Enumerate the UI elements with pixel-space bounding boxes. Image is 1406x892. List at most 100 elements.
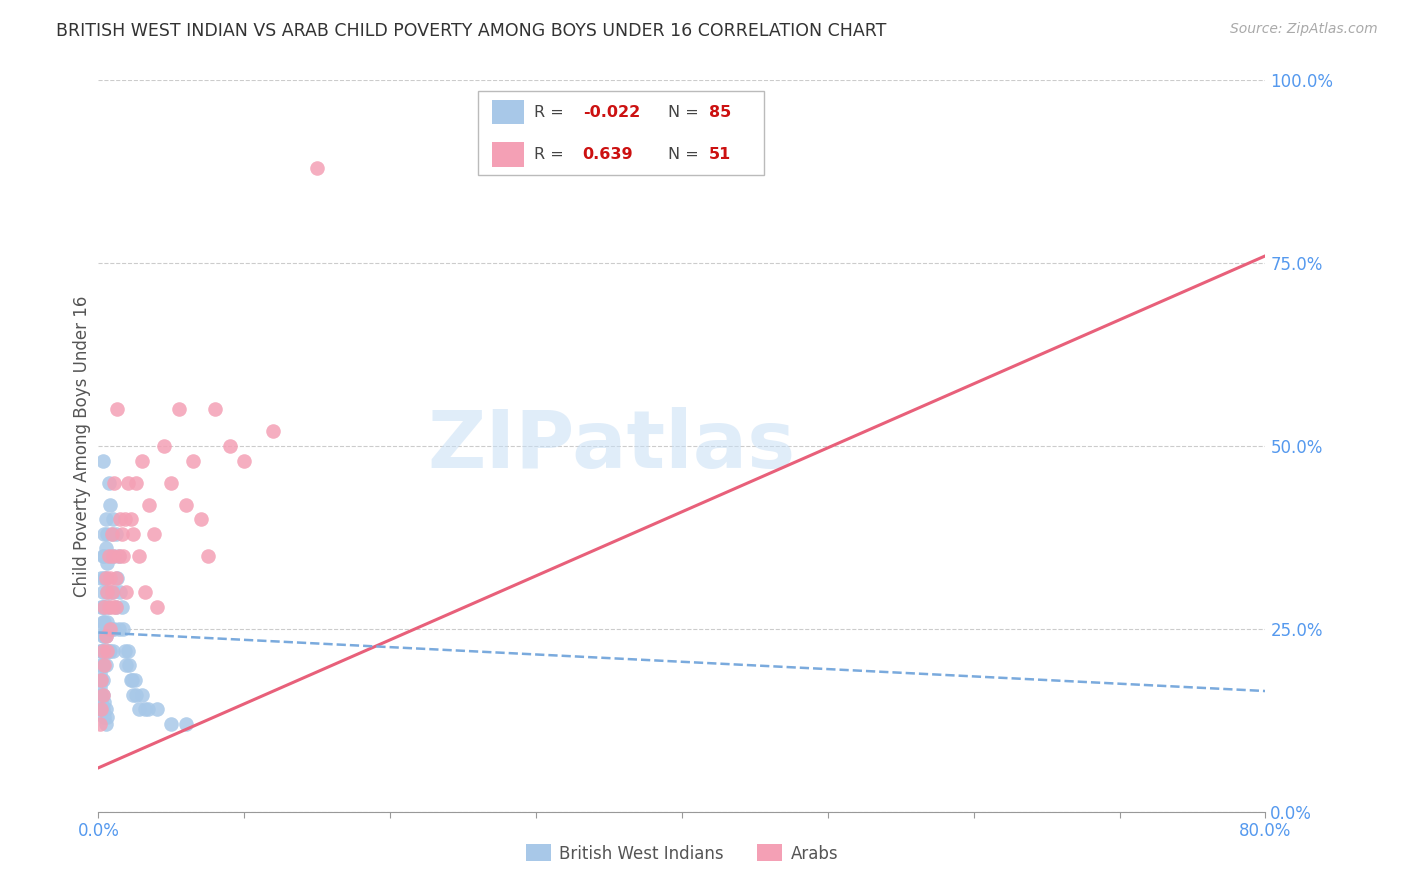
- Point: [101, 512, 124, 526]
- Point: [101, 644, 124, 658]
- Point: [103, 549, 125, 563]
- Point: [91, 549, 114, 563]
- Point: [218, 439, 240, 453]
- Point: [97, 549, 120, 563]
- Point: [93, 549, 115, 563]
- Point: [233, 453, 256, 467]
- Point: [97, 599, 120, 614]
- Point: [93, 658, 115, 673]
- Point: [94, 571, 117, 585]
- Point: [101, 585, 124, 599]
- Point: [131, 688, 153, 702]
- Text: 51: 51: [709, 147, 731, 162]
- Point: [94, 571, 117, 585]
- Bar: [492, 100, 524, 124]
- Point: [125, 475, 148, 490]
- Point: [97, 549, 120, 563]
- Point: [98, 622, 121, 636]
- Point: [128, 549, 150, 563]
- Point: [90, 571, 112, 585]
- Point: [160, 475, 183, 490]
- Point: [97, 644, 120, 658]
- Point: [93, 599, 115, 614]
- Point: [181, 453, 204, 467]
- Point: [91, 644, 114, 658]
- Point: [98, 498, 121, 512]
- Point: [91, 453, 114, 467]
- Point: [93, 599, 115, 614]
- Point: [197, 549, 219, 563]
- Point: [142, 526, 165, 541]
- FancyBboxPatch shape: [478, 91, 763, 176]
- Point: [174, 498, 197, 512]
- Point: [307, 161, 329, 175]
- Point: [101, 599, 124, 614]
- Point: [120, 512, 142, 526]
- Text: Source: ZipAtlas.com: Source: ZipAtlas.com: [1230, 22, 1378, 37]
- Point: [93, 644, 115, 658]
- Point: [98, 585, 121, 599]
- Point: [104, 599, 127, 614]
- Point: [146, 702, 169, 716]
- Point: [204, 402, 226, 417]
- Point: [94, 512, 117, 526]
- Point: [90, 673, 112, 687]
- Point: [122, 688, 145, 702]
- Point: [89, 695, 111, 709]
- Point: [94, 717, 117, 731]
- Point: [91, 599, 114, 614]
- Point: [262, 425, 284, 439]
- Point: [121, 673, 143, 687]
- Point: [89, 644, 111, 658]
- Point: [93, 571, 115, 585]
- Point: [112, 622, 135, 636]
- Point: [101, 549, 124, 563]
- Point: [96, 585, 118, 599]
- Point: [94, 541, 117, 556]
- Point: [100, 526, 122, 541]
- Point: [118, 658, 141, 673]
- Point: [105, 402, 128, 417]
- Point: [115, 658, 138, 673]
- Point: [114, 512, 136, 526]
- Point: [134, 585, 156, 599]
- Point: [115, 585, 138, 599]
- Point: [108, 549, 131, 563]
- Point: [146, 599, 169, 614]
- Point: [117, 475, 139, 490]
- Text: 0.639: 0.639: [582, 147, 633, 162]
- Point: [174, 717, 197, 731]
- Point: [138, 498, 160, 512]
- Point: [90, 688, 112, 702]
- Point: [91, 658, 114, 673]
- Point: [160, 717, 183, 731]
- Point: [91, 688, 114, 702]
- Point: [96, 556, 118, 570]
- Point: [91, 688, 114, 702]
- Point: [90, 599, 112, 614]
- Point: [90, 673, 112, 687]
- Point: [96, 526, 118, 541]
- Point: [125, 688, 148, 702]
- Point: [100, 526, 122, 541]
- Point: [96, 644, 118, 658]
- Point: [96, 585, 118, 599]
- Text: N =: N =: [668, 147, 704, 162]
- Point: [97, 475, 120, 490]
- Point: [93, 629, 115, 643]
- Point: [91, 585, 114, 599]
- Point: [90, 702, 112, 716]
- Point: [103, 475, 125, 490]
- Point: [124, 673, 146, 687]
- Legend: British West Indians, Arabs: British West Indians, Arabs: [519, 838, 845, 869]
- Point: [94, 629, 117, 643]
- Point: [108, 549, 131, 563]
- Point: [120, 673, 142, 687]
- Point: [94, 629, 117, 643]
- Point: [98, 644, 121, 658]
- Point: [100, 585, 122, 599]
- Point: [93, 695, 115, 709]
- Point: [190, 512, 212, 526]
- Point: [91, 629, 114, 643]
- Point: [98, 571, 121, 585]
